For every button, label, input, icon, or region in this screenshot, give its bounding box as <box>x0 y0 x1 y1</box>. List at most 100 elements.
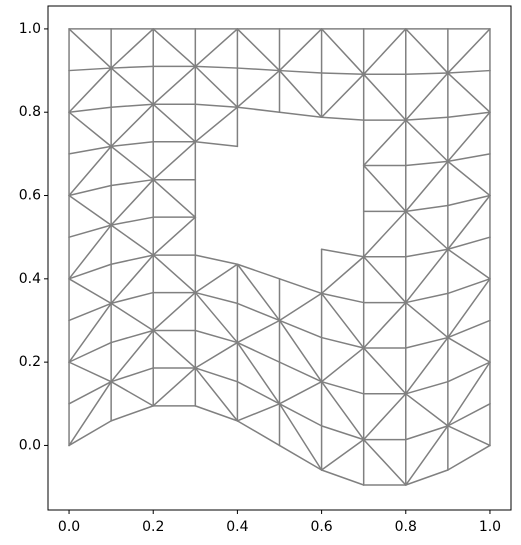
mesh-edge <box>405 292 449 304</box>
mesh-edge <box>447 336 491 363</box>
mesh-edge <box>152 329 197 369</box>
mesh-edge <box>194 28 239 68</box>
mesh-edge <box>278 319 323 339</box>
mesh-edge <box>110 291 154 305</box>
mesh-edge <box>362 73 407 121</box>
mesh-edge <box>68 194 112 226</box>
x-tick-label: 0.6 <box>310 519 332 535</box>
mesh-edge <box>278 403 323 427</box>
mesh-edge <box>68 111 112 148</box>
x-tick-label: 0.8 <box>395 519 417 535</box>
mesh-edge <box>110 224 154 256</box>
mesh-edge <box>447 425 491 447</box>
mesh-edge <box>110 141 154 148</box>
mesh-edge <box>68 106 112 113</box>
mesh-edge <box>194 367 239 422</box>
mesh-edge <box>320 72 365 76</box>
mesh-edge <box>278 111 323 118</box>
mesh-edge <box>447 194 491 207</box>
mesh-edge <box>194 405 239 422</box>
mesh-edge <box>362 164 407 213</box>
mesh-edge <box>405 119 449 163</box>
mesh-edge <box>320 256 365 295</box>
mesh-edge <box>236 341 281 363</box>
mesh-edge <box>68 380 112 447</box>
mesh-edge <box>405 160 449 167</box>
mesh-edge <box>447 111 491 118</box>
mesh-edge <box>236 106 281 113</box>
mesh-edge <box>405 210 449 251</box>
mesh-edge <box>152 178 197 218</box>
mesh-edge <box>110 65 154 69</box>
mesh-edge <box>320 73 365 118</box>
mesh-edge <box>152 65 197 106</box>
mesh-edge <box>278 380 323 405</box>
mesh-edge <box>320 248 365 258</box>
mesh-edge <box>236 420 281 447</box>
mesh-edge <box>320 380 365 395</box>
mesh-edge <box>110 28 154 69</box>
mesh-edge <box>320 347 365 383</box>
mesh-edge <box>278 278 323 295</box>
mesh-edge <box>194 254 239 265</box>
mesh-edge <box>405 248 449 258</box>
mesh-edge <box>152 216 197 256</box>
mesh-edge <box>362 301 407 349</box>
y-tick-label: 1.0 <box>19 21 41 37</box>
y-tick-label: 0.4 <box>19 271 41 287</box>
mesh-edge <box>68 67 112 72</box>
mesh-edge <box>68 145 112 155</box>
mesh-edge <box>152 103 197 143</box>
mesh-edge <box>68 224 112 238</box>
mesh-edge <box>405 336 449 395</box>
mesh-edge <box>405 469 449 486</box>
mesh-edge <box>110 178 154 187</box>
mesh-edge <box>152 141 197 181</box>
mesh-edge <box>152 28 197 68</box>
mesh-edge <box>236 69 281 108</box>
mesh-edge <box>110 103 154 148</box>
mesh-edge <box>278 403 323 471</box>
mesh-edge <box>110 67 154 106</box>
mesh-edge <box>320 380 365 441</box>
mesh-edge <box>68 145 112 197</box>
mesh-edge <box>110 405 154 422</box>
y-tick-label: 0.6 <box>19 188 41 204</box>
mesh-edge <box>320 292 365 304</box>
mesh-edge <box>405 160 449 213</box>
mesh-edge <box>447 444 491 471</box>
mesh-edge <box>152 291 197 332</box>
mesh-edge <box>320 116 365 121</box>
mesh-edge <box>110 178 154 226</box>
mesh-edge <box>68 263 112 280</box>
mesh-edge <box>110 302 154 332</box>
mesh-edge <box>362 28 407 76</box>
mesh-edge <box>194 141 239 148</box>
mesh-edge <box>362 210 407 258</box>
mesh-edge <box>447 278 491 295</box>
mesh-edge <box>405 336 449 349</box>
mesh-edge <box>110 380 154 407</box>
x-tick-label: 0.4 <box>226 519 248 535</box>
mesh-edge <box>194 291 239 305</box>
mesh-edge <box>278 69 323 74</box>
mesh-edge <box>447 361 491 427</box>
mesh-edge <box>278 444 323 471</box>
mesh-edge <box>68 28 112 69</box>
mesh-edge <box>278 28 323 72</box>
mesh-edge <box>110 329 154 383</box>
mesh-edge <box>362 347 407 395</box>
mesh-edge <box>236 403 281 422</box>
mesh-edge <box>68 278 112 305</box>
mesh-edge <box>278 292 323 322</box>
mesh-edge <box>110 254 154 305</box>
mesh-edge <box>236 28 281 72</box>
mesh-edge <box>194 341 239 369</box>
x-tick-label: 1.0 <box>479 519 501 535</box>
mesh-edge <box>68 224 112 280</box>
mesh-edge <box>236 263 281 280</box>
mesh-edge <box>152 254 197 294</box>
mesh-edge <box>236 67 281 72</box>
mesh-edge <box>320 469 365 486</box>
mesh-edge <box>68 184 112 197</box>
